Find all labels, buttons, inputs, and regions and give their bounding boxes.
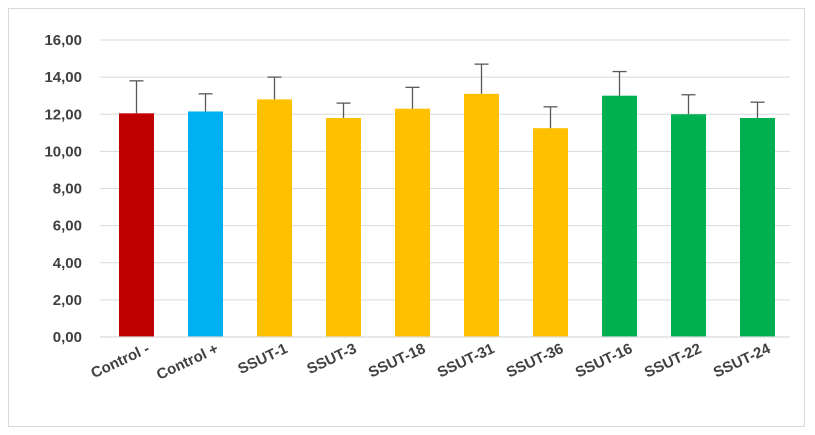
bar xyxy=(671,114,706,337)
y-tick-label: 8,00 xyxy=(53,181,82,198)
bar xyxy=(740,117,775,338)
x-tick-label: SSUT-24 xyxy=(711,340,774,381)
bar xyxy=(533,128,568,337)
y-tick-label: 16,00 xyxy=(44,32,82,49)
y-tick-label: 4,00 xyxy=(53,255,82,272)
bar xyxy=(464,93,499,337)
x-tick-label: Control + xyxy=(154,340,221,384)
y-tick-label: 6,00 xyxy=(53,218,82,235)
x-tick-label: SSUT-31 xyxy=(435,340,497,381)
x-tick-label: SSUT-16 xyxy=(573,340,635,381)
y-tick-label: 2,00 xyxy=(53,292,82,309)
bar xyxy=(119,113,154,338)
y-tick-label: 10,00 xyxy=(44,143,82,160)
bar xyxy=(602,95,637,337)
y-tick-label: 12,00 xyxy=(44,106,82,123)
x-tick-label: SSUT-1 xyxy=(235,340,290,378)
x-tick-label: Control - xyxy=(88,340,152,382)
bar xyxy=(257,99,292,338)
x-tick-label: SSUT-18 xyxy=(366,340,428,381)
x-tick-label: SSUT-36 xyxy=(504,340,566,381)
x-tick-label: SSUT-3 xyxy=(304,340,359,378)
y-tick-label: 0,00 xyxy=(53,329,82,346)
y-tick-label: 14,00 xyxy=(44,69,82,86)
x-tick-label: SSUT-22 xyxy=(642,340,704,381)
bar xyxy=(188,111,223,337)
bar xyxy=(395,108,430,338)
bar xyxy=(326,117,361,338)
